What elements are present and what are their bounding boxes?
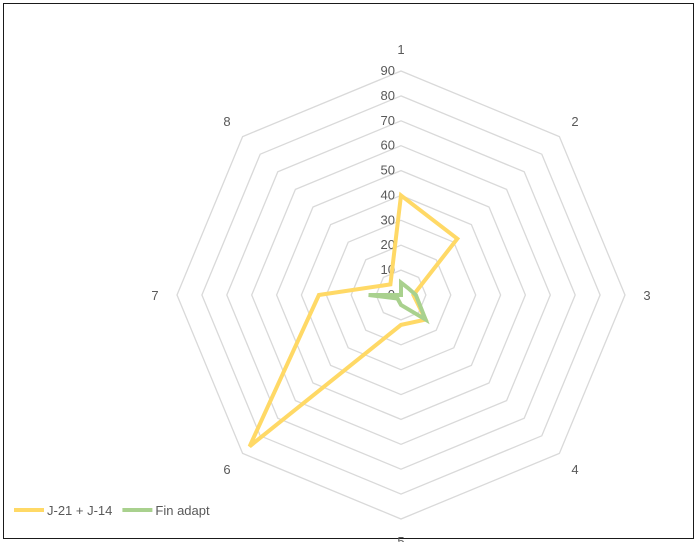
grid-ring [250,144,552,446]
radial-tick-label: 60 [381,138,395,153]
axis-label: 2 [571,114,578,129]
axis-label: 8 [223,114,230,129]
legend-label: Fin adapt [155,503,210,518]
grid-ring [201,95,601,495]
axis-label: 1 [397,42,404,57]
radial-tick-label: 70 [381,113,395,128]
radial-tick-label: 30 [381,212,395,227]
grid-ring [275,169,527,421]
grid-ring [300,194,502,396]
radial-tick-label: 40 [381,187,395,202]
radial-tick-label: 20 [381,237,395,252]
legend-label: J-21 + J-14 [47,503,112,518]
series-line-2 [368,278,430,325]
axis-label: 6 [223,462,230,477]
grid-ring [325,219,477,371]
axis-label: 5 [397,534,404,542]
radial-tick-label: 90 [381,63,395,78]
axis-label: 7 [151,288,158,303]
axis-label: 4 [571,462,578,477]
grid-ring [350,244,452,346]
series-line-1 [247,191,461,448]
radial-tick-label: 50 [381,163,395,178]
grid-ring [176,70,626,520]
grid-ring [226,120,576,470]
axis-label: 3 [643,288,650,303]
radial-tick-label: 80 [381,88,395,103]
